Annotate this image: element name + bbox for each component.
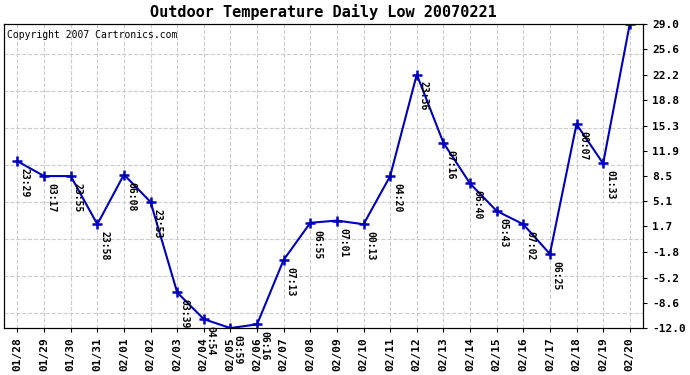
Text: 00:07: 00:07 — [578, 131, 589, 160]
Text: 00:13: 00:13 — [366, 231, 375, 261]
Text: 23:29: 23:29 — [19, 168, 30, 198]
Text: 07:01: 07:01 — [339, 228, 349, 257]
Text: Copyright 2007 Cartronics.com: Copyright 2007 Cartronics.com — [8, 30, 178, 40]
Text: 23:53: 23:53 — [152, 209, 163, 238]
Text: 04:20: 04:20 — [392, 183, 402, 212]
Text: 06:55: 06:55 — [313, 230, 322, 259]
Text: 03:17: 03:17 — [46, 183, 56, 212]
Text: 06:40: 06:40 — [472, 190, 482, 220]
Text: 23:58: 23:58 — [99, 231, 109, 261]
Text: 06:16: 06:16 — [259, 331, 269, 361]
Text: 01:33: 01:33 — [605, 170, 615, 200]
Text: 06:08: 06:08 — [126, 182, 136, 211]
Text: 07:02: 07:02 — [525, 231, 535, 261]
Text: 03:59: 03:59 — [233, 335, 242, 364]
Text: 03:39: 03:39 — [179, 299, 189, 329]
Text: 05:43: 05:43 — [499, 218, 509, 247]
Text: 06:25: 06:25 — [552, 261, 562, 290]
Text: 04:54: 04:54 — [206, 326, 216, 356]
Text: 23:36: 23:36 — [419, 81, 428, 111]
Text: 07:13: 07:13 — [286, 267, 295, 296]
Text: 23:55: 23:55 — [72, 183, 83, 212]
Text: 07:16: 07:16 — [445, 150, 455, 179]
Title: Outdoor Temperature Daily Low 20070221: Outdoor Temperature Daily Low 20070221 — [150, 4, 497, 20]
